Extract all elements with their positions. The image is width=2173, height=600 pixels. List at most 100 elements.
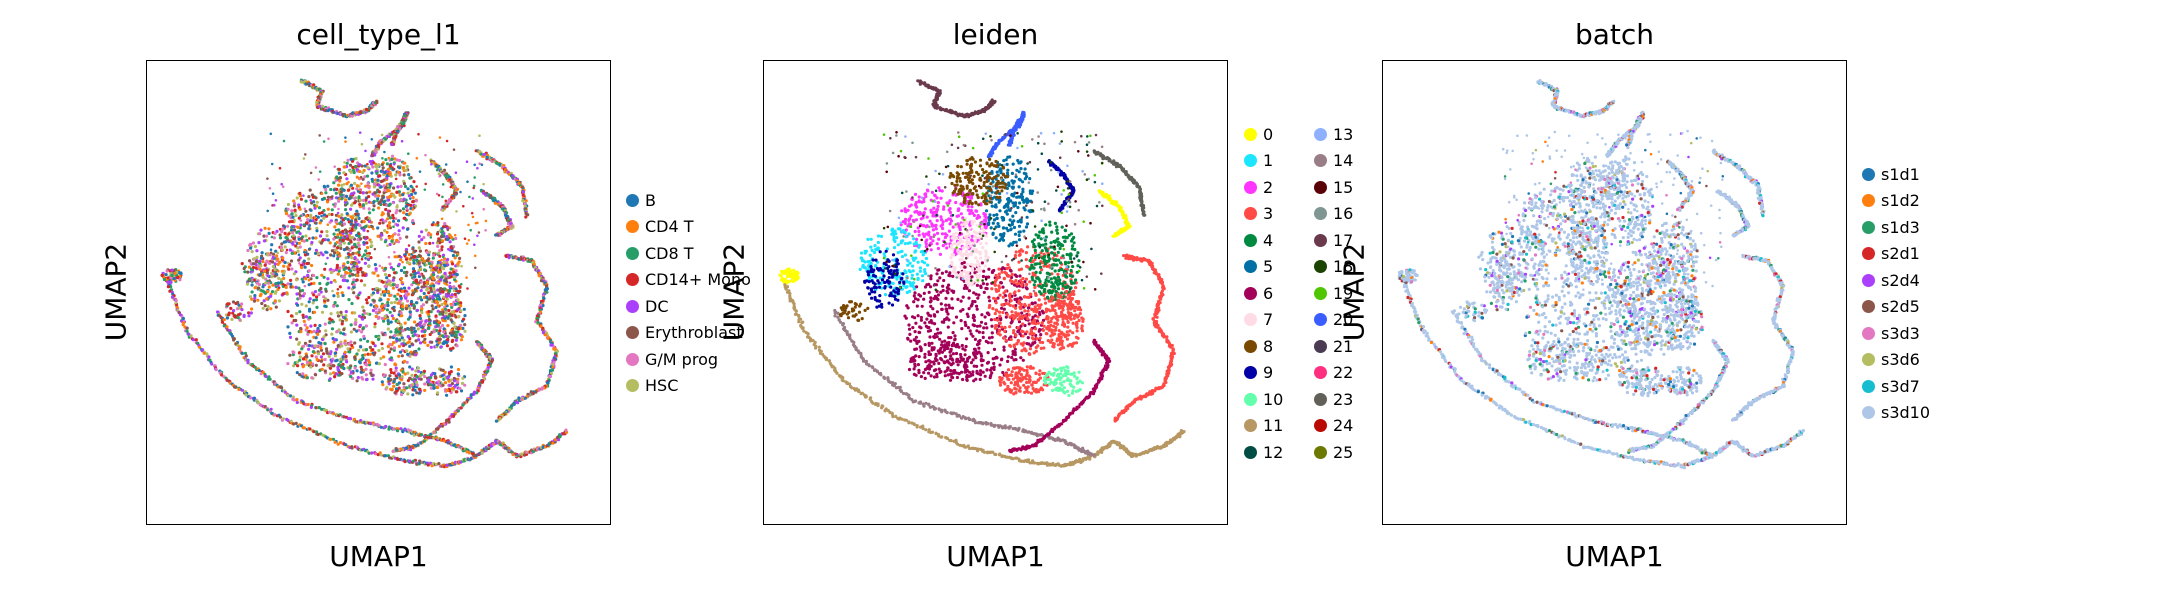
cell-point <box>242 266 246 271</box>
cell-point <box>397 262 401 266</box>
cell-point <box>349 222 353 226</box>
cell-point <box>400 280 404 284</box>
cell-point <box>258 294 262 298</box>
cell-point <box>297 237 301 241</box>
cell-point <box>391 316 395 321</box>
cell-point <box>286 418 290 422</box>
cell-point <box>414 339 418 343</box>
cell-point <box>380 342 384 346</box>
cell-point <box>309 365 313 369</box>
cell-point <box>284 236 288 240</box>
cell-point <box>393 162 396 166</box>
cell-point <box>414 353 418 357</box>
cell-point <box>454 390 458 394</box>
cell-point <box>258 273 262 277</box>
cell-point <box>462 317 466 321</box>
cell-point <box>315 295 319 299</box>
cell-point <box>324 191 328 195</box>
cell-point <box>424 319 428 323</box>
cell-point <box>382 355 386 359</box>
cell-point <box>363 261 367 265</box>
cell-point <box>401 260 404 264</box>
legend-label: CD4 T <box>645 217 694 236</box>
cell-point <box>335 304 339 308</box>
cell-point <box>410 253 413 256</box>
cell-point <box>293 318 297 323</box>
cell-point <box>434 462 438 466</box>
cell-point <box>299 197 303 201</box>
cell-point <box>455 254 458 257</box>
cell-point <box>384 207 388 212</box>
cell-point <box>307 227 311 231</box>
cell-point <box>459 304 463 308</box>
cell-point <box>238 347 242 351</box>
cell-point <box>444 287 447 291</box>
cell-point <box>307 344 312 348</box>
cell-point <box>367 295 371 300</box>
cell-point <box>423 382 427 386</box>
cell-point <box>411 219 415 223</box>
cell-point <box>385 385 389 389</box>
cell-point <box>412 306 416 310</box>
cell-point <box>460 282 463 286</box>
cell-point <box>268 377 272 381</box>
cell-point <box>480 346 484 350</box>
cell-point <box>353 366 357 370</box>
cell-point <box>335 187 339 191</box>
cell-point <box>398 236 402 240</box>
cell-point <box>460 335 464 339</box>
cell-point <box>355 329 359 333</box>
cell-point <box>359 175 363 179</box>
cell-point <box>446 257 450 262</box>
cell-point <box>378 221 382 225</box>
cell-point <box>415 185 418 188</box>
cell-point <box>317 406 321 410</box>
cell-point <box>459 190 462 194</box>
cell-point <box>280 386 284 390</box>
cell-point <box>381 333 385 337</box>
cell-point <box>326 184 330 188</box>
cell-point <box>558 433 562 437</box>
cell-point <box>308 297 312 301</box>
cell-point <box>376 289 380 293</box>
cell-point <box>284 285 288 289</box>
cell-point <box>478 162 481 165</box>
cell-point <box>282 264 286 268</box>
cell-point <box>377 183 381 187</box>
cell-point <box>295 292 299 296</box>
cell-point <box>336 211 340 215</box>
cell-point <box>393 294 397 298</box>
cell-point <box>324 187 328 192</box>
cell-point <box>265 259 269 263</box>
cell-point <box>444 311 448 315</box>
cell-point <box>319 346 323 350</box>
cell-point <box>320 211 324 215</box>
cell-point <box>207 355 211 359</box>
cell-point <box>369 240 373 244</box>
cell-point <box>370 373 374 377</box>
cell-point <box>271 192 275 195</box>
cell-point <box>401 226 405 230</box>
cell-point <box>320 367 324 371</box>
cell-point <box>257 286 261 290</box>
cell-point <box>292 350 296 355</box>
cell-point <box>271 255 275 259</box>
cell-point <box>276 257 280 261</box>
cell-point <box>449 318 453 322</box>
legend-marker <box>626 379 639 392</box>
cell-point <box>369 368 373 372</box>
cell-point <box>358 361 362 365</box>
cell-point <box>261 259 265 264</box>
cell-point <box>441 195 444 199</box>
cell-point <box>407 152 410 155</box>
cell-point <box>437 332 441 336</box>
cell-point <box>426 378 430 382</box>
cell-point <box>396 129 400 133</box>
cell-point <box>327 354 331 359</box>
cell-point <box>324 329 328 333</box>
cell-point <box>299 219 303 222</box>
cell-point <box>455 210 458 213</box>
cell-point <box>418 295 422 299</box>
cell-point <box>382 203 386 206</box>
cell-point <box>318 281 322 286</box>
